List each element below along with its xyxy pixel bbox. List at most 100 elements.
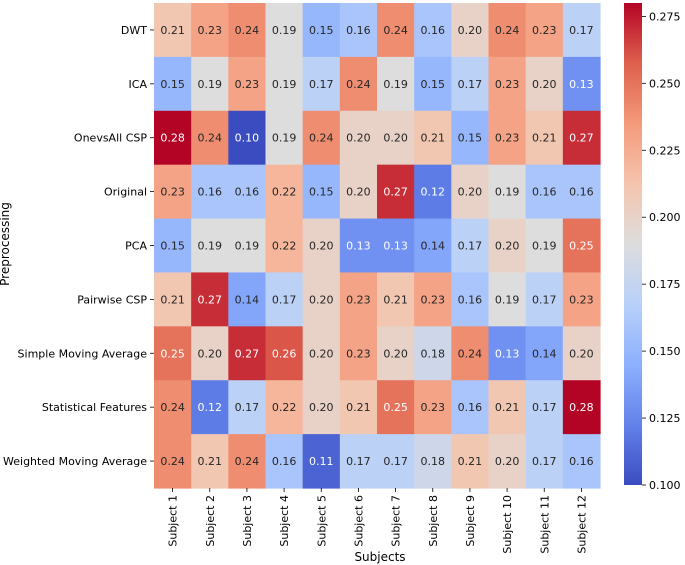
heatmap-cell (451, 218, 490, 274)
heatmap-cell (562, 434, 601, 489)
cell-value-label: 0.20 (309, 293, 334, 306)
heatmap-cell (414, 272, 452, 327)
cell-value-label: 0.23 (160, 186, 185, 199)
heatmap-cell (265, 110, 304, 166)
heatmap-cell (525, 3, 564, 58)
cell-value-label: 0.17 (532, 455, 557, 468)
heatmap-cell (525, 56, 564, 112)
heatmap-cell (265, 218, 304, 274)
heatmap-cell (562, 164, 601, 220)
heatmap-cell (228, 218, 267, 274)
heatmap-cell (228, 3, 267, 58)
cell-value-label: 0.21 (532, 132, 557, 145)
cell-value-label: 0.20 (383, 132, 408, 145)
heatmap-cell (525, 164, 564, 220)
heatmap-cell (302, 434, 341, 489)
heatmap-cell (154, 326, 192, 381)
cell-value-label: 0.12 (198, 401, 223, 414)
heatmap-cell (451, 56, 490, 112)
heatmap-cell (339, 164, 378, 220)
cell-value-label: 0.22 (272, 401, 297, 414)
cell-value-label: 0.17 (532, 293, 557, 306)
heatmap-cell (414, 434, 452, 489)
heatmap-cell (154, 164, 192, 220)
cell-value-label: 0.17 (569, 24, 594, 37)
cell-value-label: 0.28 (160, 132, 185, 145)
heatmap-cell (377, 3, 415, 58)
heatmap-cell (562, 56, 601, 112)
heatmap-cell (154, 272, 192, 327)
x-tick-labels: Subject 1 Subject 2 Subject 3 Subject 4 Subj… (167, 488, 588, 554)
heatmap-cell (302, 272, 341, 327)
heatmap-cell (525, 380, 564, 435)
cell-value-label: 0.16 (569, 186, 594, 199)
heatmap-cell (414, 326, 452, 381)
cell-value-label: 0.11 (309, 455, 334, 468)
heatmap-cell (265, 56, 304, 112)
cell-value-label: 0.20 (198, 347, 223, 360)
cell-value-label: 0.15 (309, 186, 334, 199)
heatmap-cell (414, 3, 452, 58)
heatmap-cell (488, 272, 527, 327)
heatmap-cell (414, 218, 452, 274)
heatmap-cell (228, 110, 267, 166)
cell-value-label: 0.27 (198, 293, 223, 306)
y-tick-labels: DWT ICA OnevsAll CSP Original PCA Pairwise CS… (3, 24, 154, 468)
x-tick-label: Subject 1 (167, 495, 180, 547)
heatmap-cell (265, 164, 304, 220)
heatmap-cell (154, 380, 192, 435)
colorbar-tick-label: 0.275 (649, 10, 681, 23)
cell-value-label: 0.19 (495, 293, 520, 306)
cell-value-label: 0.16 (421, 24, 446, 37)
heatmap-cell (525, 272, 564, 327)
x-tick-label: Subject 2 (204, 495, 217, 547)
cell-value-label: 0.17 (383, 455, 408, 468)
heatmap-cell (191, 380, 229, 435)
x-tick-label: Subject 9 (464, 495, 477, 547)
y-tick-label: ICA (129, 78, 148, 91)
cell-value-label: 0.24 (495, 24, 520, 37)
heatmap-cell (562, 326, 601, 381)
heatmap-cell (414, 56, 452, 112)
heatmap-cell (154, 56, 192, 112)
cell-value-label: 0.21 (160, 293, 185, 306)
heatmap-cell (228, 164, 267, 220)
colorbar-tick-label: 0.250 (649, 77, 681, 90)
heatmap-cell (562, 3, 601, 58)
x-tick-label: Subject 3 (241, 495, 254, 547)
cell-value-label: 0.24 (160, 401, 185, 414)
cell-value-label: 0.18 (421, 347, 446, 360)
heatmap-cell (191, 218, 229, 274)
y-tick-label: Simple Moving Average (18, 347, 148, 360)
cell-value-label: 0.25 (160, 347, 185, 360)
heatmap-cell (562, 110, 601, 166)
cell-value-label: 0.13 (495, 347, 520, 360)
heatmap-cell (488, 3, 527, 58)
cell-value-label: 0.24 (346, 78, 371, 91)
cell-value-label: 0.20 (309, 347, 334, 360)
cell-value-label: 0.19 (383, 78, 408, 91)
cell-value-label: 0.20 (495, 455, 520, 468)
heatmap-cell (228, 380, 267, 435)
heatmap-cell (488, 380, 527, 435)
x-axis-label: Subjects (354, 550, 405, 564)
cell-value-label: 0.12 (421, 186, 446, 199)
cell-value-label: 0.19 (272, 24, 297, 37)
heatmap-cell (154, 3, 192, 58)
heatmap-cell (154, 110, 192, 166)
heatmap-cell (377, 326, 415, 381)
cell-value-label: 0.23 (532, 24, 557, 37)
y-tick-label: Weighted Moving Average (3, 455, 147, 468)
cell-value-label: 0.20 (346, 132, 371, 145)
cell-value-label: 0.22 (272, 186, 297, 199)
heatmap-cell (302, 326, 341, 381)
heatmap-cells (154, 3, 601, 489)
cell-value-label: 0.16 (235, 186, 260, 199)
cell-value-label: 0.13 (569, 78, 594, 91)
cell-value-label: 0.17 (235, 401, 260, 414)
heatmap-cell (414, 110, 452, 166)
cell-value-label: 0.19 (198, 78, 223, 91)
cell-value-label: 0.26 (272, 347, 297, 360)
cell-value-label: 0.24 (235, 455, 260, 468)
